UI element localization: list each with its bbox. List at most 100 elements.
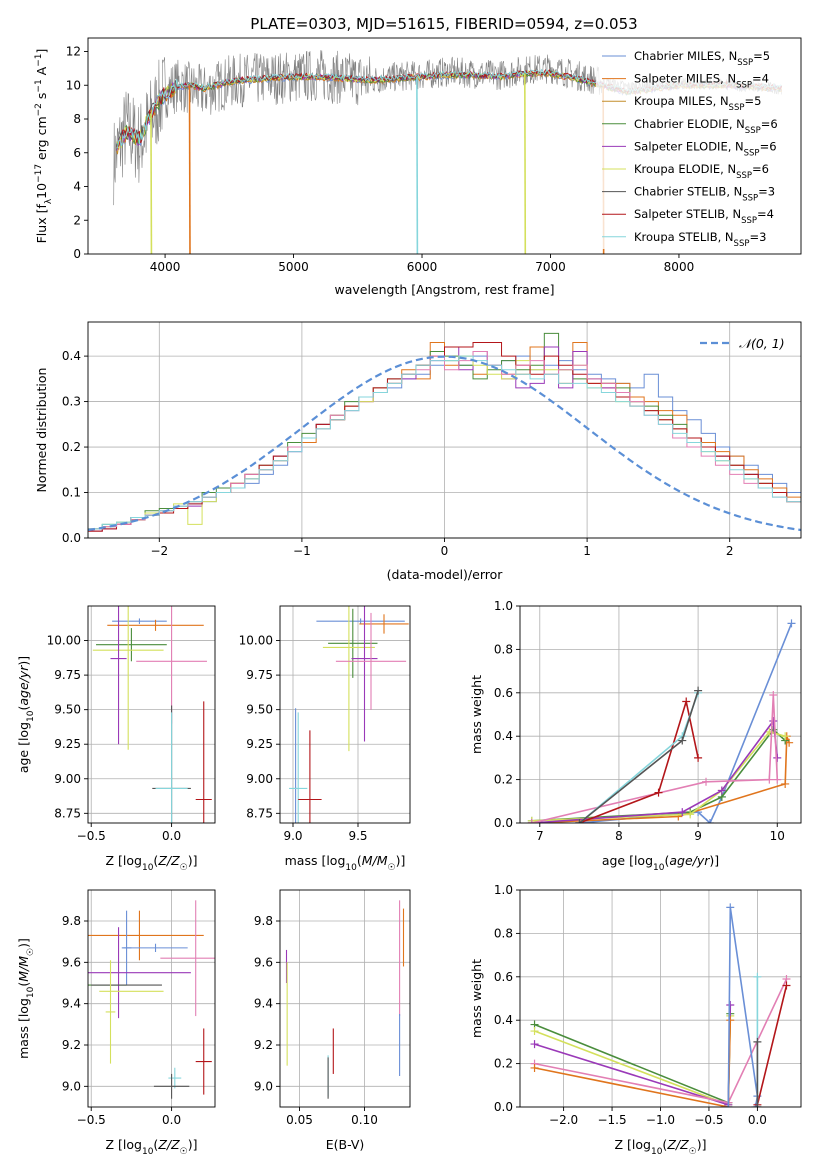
y-axis-label: mass weight	[469, 675, 484, 754]
series-marker	[773, 753, 782, 762]
y-axis-label: Flux [fλ10−17 erg cm−2 s−1 A−1]	[34, 49, 54, 244]
y-tick-label: 9.75	[246, 668, 273, 682]
y-tick-label: 0.4	[62, 349, 81, 363]
y-tick-label: 9.00	[54, 772, 81, 786]
x-tick-label: 0.05	[286, 1113, 313, 1127]
panel-mass_vs_ebv: 0.05 0.10 9.0 9.2 9.4 9.6 9.8 E(B-V)	[254, 889, 411, 1152]
x-axis-label: Z [log10(Z/Z☉)]	[106, 853, 198, 873]
x-tick-label: 1	[583, 544, 591, 558]
series-marker	[753, 1103, 762, 1107]
histogram-step-line	[88, 355, 801, 538]
panel-residual_hist: −2 −1 0 1 2 0.0 0.1 0.2 0.3 0.4 (data-model)/error…	[34, 321, 802, 582]
series-line	[727, 907, 759, 1107]
y-tick-label: 0.0	[494, 816, 513, 830]
y-tick-label: 0.8	[494, 642, 513, 656]
x-axis-label: wavelength [Angstrom, rest frame]	[334, 282, 554, 297]
y-tick-label: 0.0	[62, 531, 81, 545]
x-tick-label: −0.5	[77, 1113, 106, 1127]
series-marker	[530, 1063, 539, 1072]
panel-spectrum: 4000 5000 6000 7000 8000 0 2 4 6 8 10 12 wavelength …	[34, 37, 802, 297]
legend-label: Salpeter STELIB, NSSP=4	[634, 207, 774, 226]
legend: Chabrier MILES, NSSP=5 Salpeter MILES, NS…	[596, 44, 796, 249]
x-tick-label: −0.5	[694, 1113, 723, 1127]
plot-area	[92, 606, 212, 823]
y-tick-label: 0.4	[494, 1013, 513, 1027]
y-tick-label: 8.75	[54, 806, 81, 820]
series-marker	[769, 690, 778, 699]
y-tick-label: 9.8	[254, 914, 273, 928]
series-line	[531, 728, 786, 822]
series-marker	[724, 1103, 733, 1107]
series-marker	[705, 819, 714, 823]
x-tick-label: 9	[694, 829, 702, 843]
x-tick-label: 0.0	[748, 1113, 767, 1127]
x-tick-label: 0.10	[351, 1113, 378, 1127]
y-tick-label: 8.75	[246, 806, 273, 820]
y-tick-label: 9.50	[246, 703, 273, 717]
y-tick-label: 0.4	[494, 729, 513, 743]
axes-frame	[279, 605, 411, 824]
y-tick-label: 1.0	[494, 599, 513, 613]
y-tick-label: 10.00	[47, 634, 81, 648]
x-tick-label: 8000	[664, 260, 695, 274]
y-tick-label: 9.25	[54, 737, 81, 751]
legend-label: Chabrier ELODIE, NSSP=6	[634, 117, 778, 136]
axes-frame	[519, 605, 802, 824]
series-line	[578, 690, 699, 823]
x-tick-label: 9.5	[348, 829, 367, 843]
x-tick-label: −0.5	[77, 829, 106, 843]
y-tick-label: 9.2	[62, 1038, 81, 1052]
series-marker	[753, 1037, 762, 1046]
y-tick-label: 9.0	[62, 1079, 81, 1093]
legend-label: Chabrier STELIB, NSSP=3	[634, 185, 775, 204]
x-tick-label: −2.0	[549, 1113, 578, 1127]
series-marker	[682, 697, 691, 706]
series-line	[756, 985, 788, 1105]
series-marker	[530, 1027, 539, 1036]
x-tick-label: −1.0	[646, 1113, 675, 1127]
series-line	[531, 730, 786, 822]
legend-label: Salpeter MILES, NSSP=4	[634, 72, 769, 91]
plot-area	[530, 903, 791, 1107]
y-tick-label: 0.3	[62, 395, 81, 409]
x-tick-label: −1.5	[597, 1113, 626, 1127]
series-marker	[530, 1040, 539, 1049]
y-axis-label: mass weight	[469, 959, 484, 1038]
plot-area	[88, 332, 801, 538]
legend: 𝒩(0, 1)	[700, 336, 785, 351]
y-tick-label: 9.4	[62, 997, 81, 1011]
x-axis-label: mass [log10(M/M☉)]	[285, 853, 406, 873]
x-tick-label: 0	[441, 544, 449, 558]
series-marker	[694, 753, 703, 762]
axes-frame	[279, 889, 411, 1108]
masked-dip-line	[416, 77, 419, 254]
legend-label: Salpeter ELODIE, NSSP=6	[634, 139, 777, 158]
legend-label: Kroupa MILES, NSSP=5	[634, 94, 761, 113]
series-marker	[753, 972, 762, 981]
series-marker	[726, 1016, 735, 1025]
series-marker	[678, 808, 687, 817]
series-marker	[781, 779, 790, 788]
y-tick-label: 9.50	[54, 703, 81, 717]
y-axis-label: age [log10(age/yr)]	[16, 656, 36, 773]
legend-label: Chabrier MILES, NSSP=5	[634, 49, 770, 68]
y-tick-label: 10.00	[239, 634, 273, 648]
panel-massweight_vs_age: 7 8 9 10 0.0 0.2 0.4 0.6 0.8 1.0 age [log10(age/yr…	[469, 599, 802, 873]
series-marker	[678, 736, 687, 745]
y-tick-label: 0.2	[62, 440, 81, 454]
series-marker	[769, 717, 778, 726]
legend-label: Kroupa ELODIE, NSSP=6	[634, 162, 769, 181]
x-tick-label: 4000	[150, 260, 181, 274]
series-marker	[654, 788, 663, 797]
y-tick-label: 9.4	[254, 997, 273, 1011]
plot-area	[285, 900, 405, 1099]
x-tick-label: 10	[770, 829, 785, 843]
y-tick-label: 8	[73, 112, 81, 126]
series-line	[579, 701, 699, 823]
y-tick-label: 9.6	[62, 955, 81, 969]
y-tick-label: 4	[73, 180, 81, 194]
x-tick-label: −1	[293, 544, 311, 558]
panel-mass_vs_Z: −0.5 0.0 9.0 9.2 9.4 9.6 9.8 Z [log10(Z/Z☉)] mas…	[16, 889, 216, 1157]
y-tick-label: 6	[73, 146, 81, 160]
y-tick-label: 12	[66, 45, 81, 59]
